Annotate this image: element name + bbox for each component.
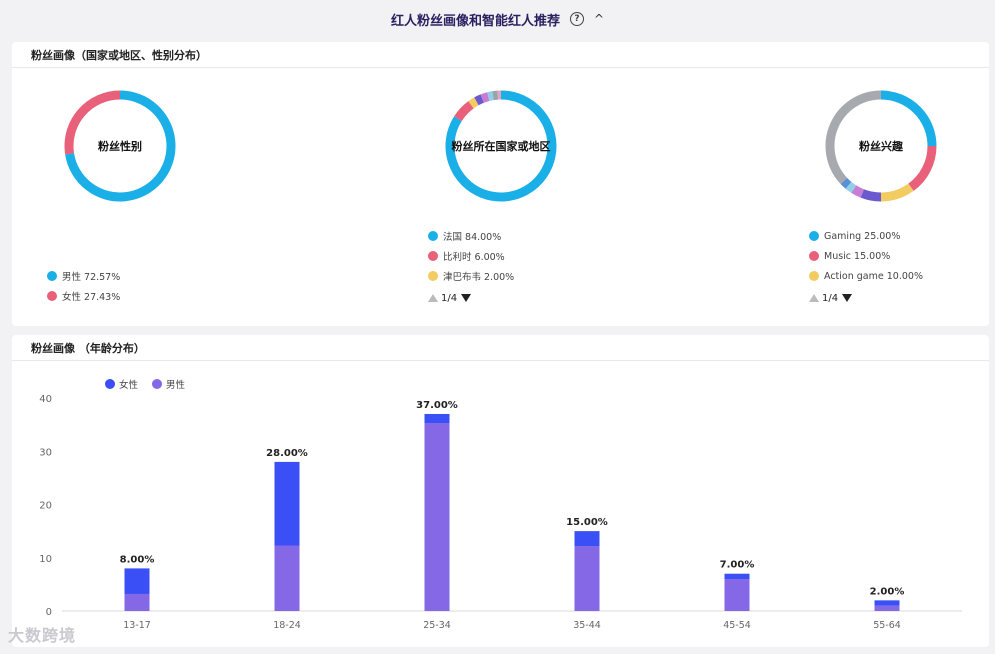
page-indicator: 1/4: [822, 292, 839, 304]
interest-legend: Gaming 25.00% Music 15.00% Action game 1…: [809, 226, 923, 308]
legend-item[interactable]: 男性 72.57%: [47, 266, 120, 286]
legend-label: 男性: [166, 380, 186, 391]
page-up-icon[interactable]: [809, 294, 819, 302]
donut-segment[interactable]: [474, 94, 484, 106]
donut-segment[interactable]: [851, 185, 864, 198]
watermark-logo: 大数跨境: [8, 626, 77, 645]
donut-segment[interactable]: [880, 183, 914, 202]
page-down-icon[interactable]: [461, 294, 472, 302]
legend-label: Music 15.00%: [824, 250, 891, 262]
donut-segment[interactable]: [64, 90, 121, 155]
donut-segment[interactable]: [445, 90, 557, 202]
legend-dot: [809, 231, 819, 241]
age-distribution-card: 粉丝画像 （年龄分布）: [12, 335, 989, 647]
country-donut-svg: [445, 90, 557, 202]
country-legend: 法国 84.00% 比利时 6.00% 津巴布韦 2.00% 1/4: [428, 226, 514, 308]
page-up-icon[interactable]: [428, 294, 438, 302]
donut-segment[interactable]: [860, 189, 882, 202]
legend-item[interactable]: 法国 84.00%: [428, 226, 514, 246]
legend-label: 法国 84.00%: [443, 232, 502, 243]
legend-dot: [809, 271, 819, 281]
legend-dot: [428, 251, 438, 261]
donut-segment[interactable]: [825, 90, 882, 184]
legend-dot: [809, 251, 819, 261]
legend-item[interactable]: Action game 10.00%: [809, 266, 923, 286]
donut-segment[interactable]: [845, 181, 857, 193]
gender-donut-label: 粉丝性别: [98, 140, 142, 153]
legend-label: 津巴布韦 2.00%: [443, 272, 515, 283]
legend-dot: [428, 231, 438, 241]
donut-segment[interactable]: [908, 145, 937, 191]
interest-donut-label: 粉丝兴趣: [859, 140, 903, 153]
page-indicator: 1/4: [441, 292, 458, 304]
donut-segment[interactable]: [880, 90, 937, 147]
card-title: 粉丝画像 （年龄分布）: [12, 335, 989, 361]
donut-segment[interactable]: [454, 101, 474, 122]
legend-label: 女性: [119, 380, 139, 391]
age-chart-legend: 女性 男性: [105, 377, 185, 391]
country-donut-label: 粉丝所在国家或地区: [451, 140, 551, 153]
country-pager: 1/4: [428, 288, 514, 308]
section-title: 红人粉丝画像和智能红人推荐: [390, 13, 560, 29]
legend-dot: [152, 379, 163, 389]
donut-segment[interactable]: [487, 91, 494, 101]
donut-segment[interactable]: [492, 90, 499, 101]
donut-segment[interactable]: [468, 97, 479, 109]
chevron-up-icon[interactable]: ^: [593, 12, 605, 26]
legend-label: Gaming 25.00%: [824, 230, 901, 242]
legend-label: 男性 72.57%: [62, 272, 121, 283]
gender-donut-svg: [64, 90, 176, 202]
gender-legend: 男性 72.57% 女性 27.43%: [47, 266, 120, 306]
legend-item-female[interactable]: 女性: [105, 377, 138, 391]
legend-item[interactable]: Music 15.00%: [809, 246, 923, 266]
fan-profile-card: 粉丝画像（国家或地区、性别分布）: [12, 42, 989, 326]
donut-segment[interactable]: [480, 92, 490, 103]
card-title: 粉丝画像（国家或地区、性别分布）: [12, 42, 989, 68]
legend-label: Action game 10.00%: [824, 270, 923, 282]
legend-dot: [428, 271, 438, 281]
legend-label: 比利时 6.00%: [443, 252, 505, 263]
legend-item[interactable]: 津巴布韦 2.00%: [428, 266, 514, 286]
legend-label: 女性 27.43%: [62, 292, 121, 303]
interest-donut-svg: [825, 90, 937, 202]
interest-pager: 1/4: [809, 288, 923, 308]
page-down-icon[interactable]: [842, 294, 853, 302]
help-icon[interactable]: ?: [569, 12, 584, 26]
legend-dot: [105, 379, 115, 389]
legend-dot: [47, 271, 57, 281]
donut-segment[interactable]: [840, 177, 852, 189]
legend-item[interactable]: 比利时 6.00%: [428, 246, 514, 266]
legend-item[interactable]: Gaming 25.00%: [809, 226, 923, 246]
donut-segment[interactable]: [65, 90, 176, 202]
legend-item[interactable]: 女性 27.43%: [47, 286, 120, 306]
interest-donut[interactable]: 粉丝兴趣: [823, 88, 939, 204]
section-header[interactable]: 红人粉丝画像和智能红人推荐 ? ^: [0, 0, 995, 38]
country-donut[interactable]: 粉丝所在国家或地区: [443, 88, 559, 204]
gender-donut[interactable]: 粉丝性别: [62, 88, 178, 204]
legend-item-male[interactable]: 男性: [152, 377, 185, 391]
legend-dot: [47, 291, 57, 301]
